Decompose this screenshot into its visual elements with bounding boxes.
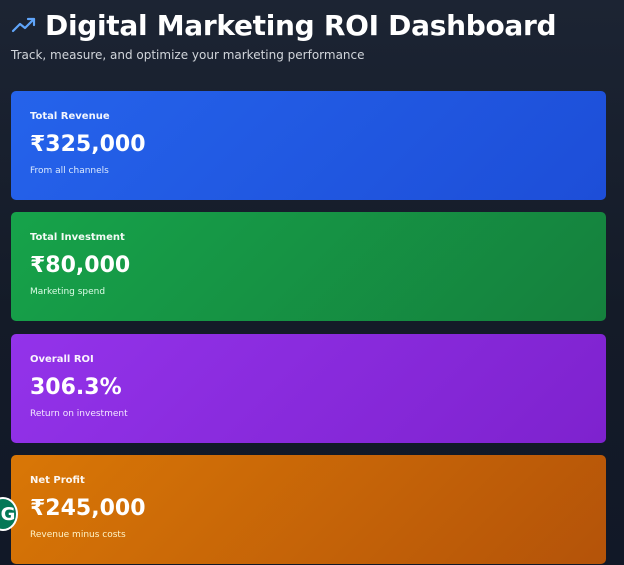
card-value: ₹325,000 [30,132,146,157]
total-investment-card: Total Investment ₹80,000 Marketing spend [11,212,606,321]
page-title: Digital Marketing ROI Dashboard [45,8,557,42]
page-subtitle: Track, measure, and optimize your market… [11,48,365,62]
card-label: Total Investment [30,232,125,243]
card-label: Net Profit [30,475,85,486]
card-value: ₹245,000 [30,496,146,521]
title-row: Digital Marketing ROI Dashboard [11,8,611,42]
card-description: Return on investment [30,409,128,419]
card-value: 306.3% [30,375,122,400]
overall-roi-card: Overall ROI 306.3% Return on investment [11,334,606,443]
total-revenue-card: Total Revenue ₹325,000 From all channels [11,91,606,200]
card-description: Marketing spend [30,287,106,297]
badge-letter: G [0,503,16,525]
card-label: Overall ROI [30,354,94,365]
card-description: Revenue minus costs [30,530,126,540]
card-value: ₹80,000 [30,253,131,278]
net-profit-card: Net Profit ₹245,000 Revenue minus costs [11,455,606,564]
trending-up-icon [11,15,37,35]
card-label: Total Revenue [30,111,110,122]
dashboard-header: Digital Marketing ROI Dashboard Track, m… [11,8,611,63]
card-description: From all channels [30,166,109,176]
